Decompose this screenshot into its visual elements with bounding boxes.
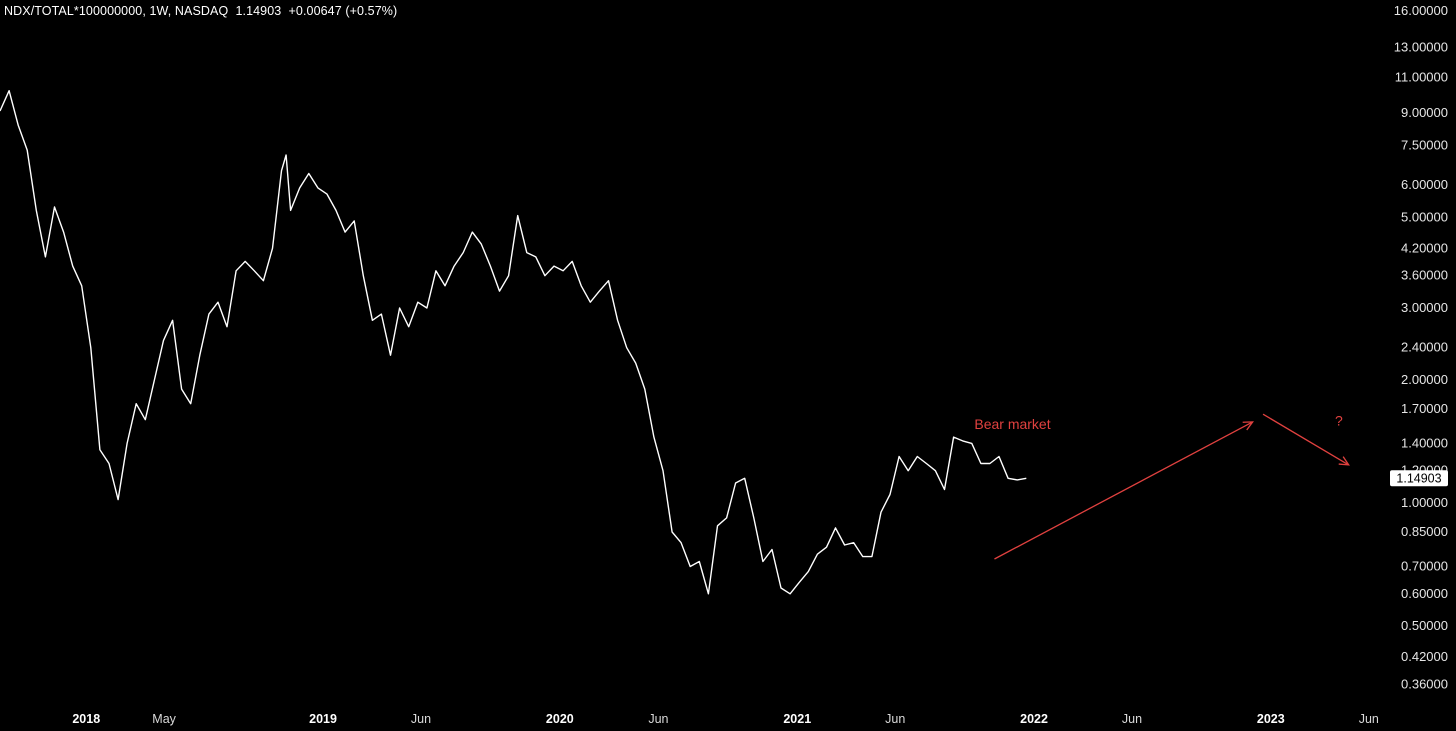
x-tick-label: 2018 xyxy=(72,712,100,726)
price-change-pct: (+0.57%) xyxy=(345,4,398,18)
y-tick-label: 2.40000 xyxy=(1401,340,1448,355)
last-price: 1.14903 xyxy=(235,4,282,18)
series-line xyxy=(0,89,1027,595)
annotation-text: Bear market xyxy=(974,416,1050,432)
x-tick-label: Jun xyxy=(648,712,668,726)
price-change: +0.00647 xyxy=(288,4,342,18)
y-tick-label: 7.50000 xyxy=(1401,137,1448,152)
y-tick-label: 0.42000 xyxy=(1401,649,1448,664)
y-tick-label: 6.00000 xyxy=(1401,177,1448,192)
x-tick-label: Jun xyxy=(1359,712,1379,726)
y-tick-label: 3.00000 xyxy=(1401,300,1448,315)
y-tick-label: 11.00000 xyxy=(1395,69,1448,84)
y-tick-label: 13.00000 xyxy=(1394,40,1448,55)
y-tick-label: 4.20000 xyxy=(1401,240,1448,255)
x-tick-label: 2020 xyxy=(546,712,574,726)
y-tick-label: 16.00000 xyxy=(1394,3,1448,18)
trend-arrow-line xyxy=(1262,413,1350,466)
x-tick-label: May xyxy=(152,712,176,726)
trend-arrow-line xyxy=(994,421,1253,560)
trend-arrow-head xyxy=(1338,456,1350,466)
exchange-label: NASDAQ xyxy=(174,4,229,18)
y-tick-label: 5.00000 xyxy=(1401,209,1448,224)
x-tick-label: Jun xyxy=(411,712,431,726)
y-tick-label: 3.60000 xyxy=(1401,268,1448,283)
y-tick-label: 0.36000 xyxy=(1401,677,1448,692)
last-price-label-bg xyxy=(1390,470,1448,487)
y-tick-label: 0.50000 xyxy=(1401,618,1448,633)
symbol-name[interactable]: NDX/TOTAL*100000000 xyxy=(4,4,143,18)
y-tick-label: 1.00000 xyxy=(1401,495,1448,510)
annotation-text: ? xyxy=(1335,412,1343,428)
x-tick-label: 2021 xyxy=(783,712,811,726)
y-tick-label: 0.60000 xyxy=(1401,586,1448,601)
x-tick-label: 2023 xyxy=(1257,712,1285,726)
y-tick-label: 2.00000 xyxy=(1401,372,1448,387)
y-tick-label: 0.85000 xyxy=(1401,524,1448,539)
chart-header: NDX/TOTAL*100000000, 1W, NASDAQ 1.14903 … xyxy=(4,4,397,18)
x-tick-label: 2019 xyxy=(309,712,337,726)
header-sep: , xyxy=(142,4,150,18)
last-price-label: 1.14903 xyxy=(1396,471,1441,485)
y-tick-label: 9.00000 xyxy=(1401,105,1448,120)
x-tick-label: 2022 xyxy=(1020,712,1048,726)
x-tick-label: Jun xyxy=(885,712,905,726)
y-tick-label: 1.70000 xyxy=(1401,401,1448,416)
trend-arrow-head xyxy=(1242,421,1254,431)
interval-label[interactable]: 1W xyxy=(149,4,168,18)
y-tick-label: 1.40000 xyxy=(1401,435,1448,450)
header-sep: , xyxy=(167,4,175,18)
x-tick-label: Jun xyxy=(1122,712,1142,726)
y-tick-label: 0.70000 xyxy=(1401,558,1448,573)
